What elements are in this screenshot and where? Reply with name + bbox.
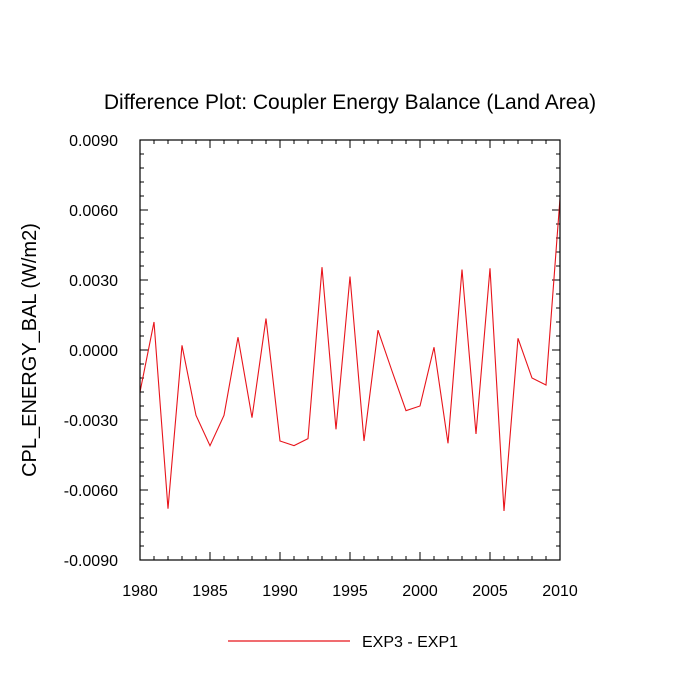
y-tick-label: -0.0090 [64,553,118,570]
chart-title: Difference Plot: Coupler Energy Balance … [104,91,596,114]
x-tick-label: 1995 [332,583,368,600]
minor-ticks [140,140,560,560]
y-tick-label: 0.0060 [69,203,118,220]
series-line [139,198,561,512]
x-tick-label: 1980 [122,583,158,600]
y-tick-label: 0.0090 [69,133,118,150]
y-tick-label: -0.0030 [64,413,118,430]
major-ticks [139,139,561,561]
y-tick-label: 0.0000 [69,343,118,360]
plot-frame [139,139,561,561]
y-axis-label: CPL_ENERGY_BAL (W/m2) [19,223,41,477]
x-tick-label: 2005 [472,583,508,600]
x-tick-label: 1985 [192,583,228,600]
y-tick-labels: -0.0090 -0.0060 -0.0030 0.0000 0.0030 0.0060 0… [64,133,118,570]
x-tick-label: 2010 [542,583,578,600]
x-tick-label: 2000 [402,583,438,600]
y-tick-label: -0.0060 [64,483,118,500]
x-tick-label: 1990 [262,583,298,600]
y-tick-label: 0.0030 [69,273,118,290]
legend-label: EXP3 - EXP1 [362,634,458,651]
legend: EXP3 - EXP1 [228,634,458,651]
series-layer [139,198,561,512]
x-tick-labels: 1980 1985 1990 1995 2000 2005 2010 [122,583,578,600]
